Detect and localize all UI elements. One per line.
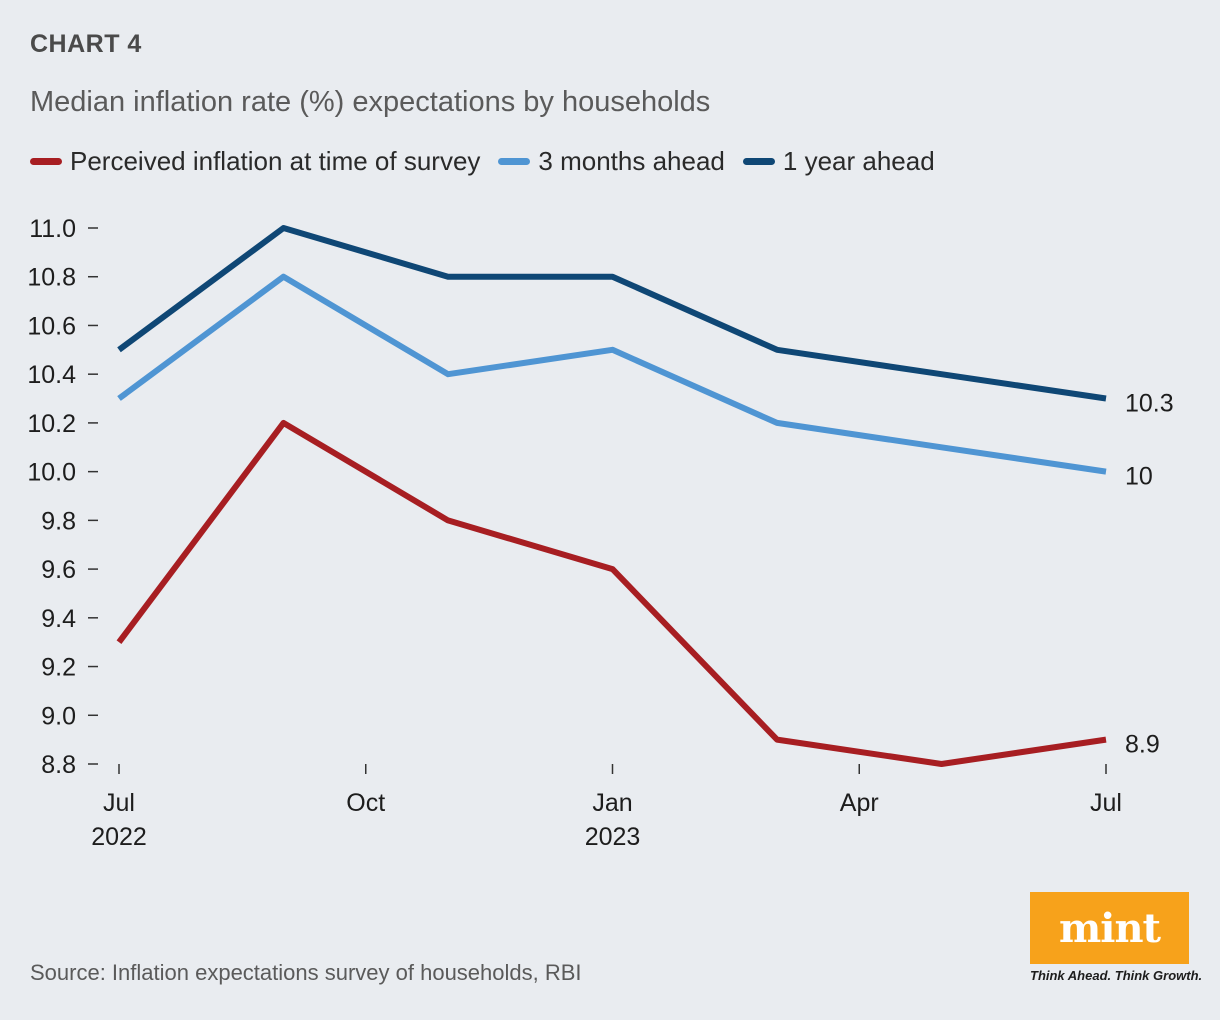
legend-swatch-1-year <box>742 158 775 165</box>
logo-text: mint <box>1058 904 1161 952</box>
y-tick-label: 9.4 <box>41 605 76 633</box>
y-tick-label: 10.4 <box>27 361 76 389</box>
source-note: Source: Inflation expectations survey of… <box>30 960 582 985</box>
series-line-3-months-ahead <box>117 273 1107 475</box>
legend-label-1-year: 1 year ahead <box>782 146 935 176</box>
series-line-1-year-ahead <box>117 225 1107 402</box>
y-tick-label: 9.2 <box>41 654 76 682</box>
y-tick-label: 10.2 <box>27 410 76 438</box>
line-chart: 8.8 9.0 9.2 9.4 9.6 9.8 10.0 10.2 10.4 10.6 10.8 11… <box>27 215 1174 851</box>
legend-swatch-perceived <box>30 158 62 165</box>
end-label-3-months-ahead: 10 <box>1125 463 1153 491</box>
y-tick-label: 9.6 <box>41 556 76 584</box>
legend-item-perceived: Perceived inflation at time of survey <box>30 146 480 177</box>
legend-item-1-year: 1 year ahead <box>742 146 935 177</box>
y-tick-label: 10.6 <box>27 312 76 340</box>
end-label-1-year-ahead: 10.3 <box>1125 390 1174 418</box>
y-tick-label: 8.8 <box>41 751 76 779</box>
series-line-perceived-inflation-at-time-of-survey <box>116 419 1107 767</box>
x-axis: Jul 2022 Oct Jan 2023 Apr Jul <box>91 764 1122 851</box>
x-tick-label: Jul <box>1090 789 1122 817</box>
y-tick-label: 10.0 <box>27 459 76 487</box>
series-lines <box>116 225 1107 767</box>
x-tick-label-year: 2023 <box>585 823 641 851</box>
tagline: Think Ahead. Think Growth. <box>1030 968 1203 983</box>
y-tick-label: 11.0 <box>29 215 76 243</box>
y-tick-label: 10.8 <box>27 264 76 292</box>
legend-item-3-months: 3 months ahead <box>498 146 725 177</box>
legend-label-perceived: Perceived inflation at time of survey <box>70 146 481 176</box>
end-label-perceived-inflation-at-time-of-survey: 8.9 <box>1125 731 1160 759</box>
x-tick-label: Oct <box>346 789 385 817</box>
x-tick-label-year: 2022 <box>91 823 147 851</box>
y-tick-label: 9.8 <box>41 507 76 535</box>
x-tick-label: Jul <box>103 789 135 817</box>
x-tick-label: Jan <box>592 789 632 817</box>
y-axis: 8.8 9.0 9.2 9.4 9.6 9.8 10.0 10.2 10.4 10.6 10.8 11… <box>27 215 98 779</box>
legend-label-3-months: 3 months ahead <box>538 146 725 176</box>
chart-label: CHART 4 <box>30 30 142 58</box>
chart-title: Median inflation rate (%) expectations b… <box>30 86 711 118</box>
y-tick-label: 9.0 <box>41 702 76 730</box>
x-tick-label: Apr <box>840 789 879 817</box>
mint-logo: mint <box>1030 892 1189 964</box>
legend-swatch-3-months <box>498 158 531 165</box>
end-labels: 8.9 10 10.3 <box>1125 390 1174 759</box>
legend: Perceived inflation at time of survey 3 … <box>30 146 953 177</box>
